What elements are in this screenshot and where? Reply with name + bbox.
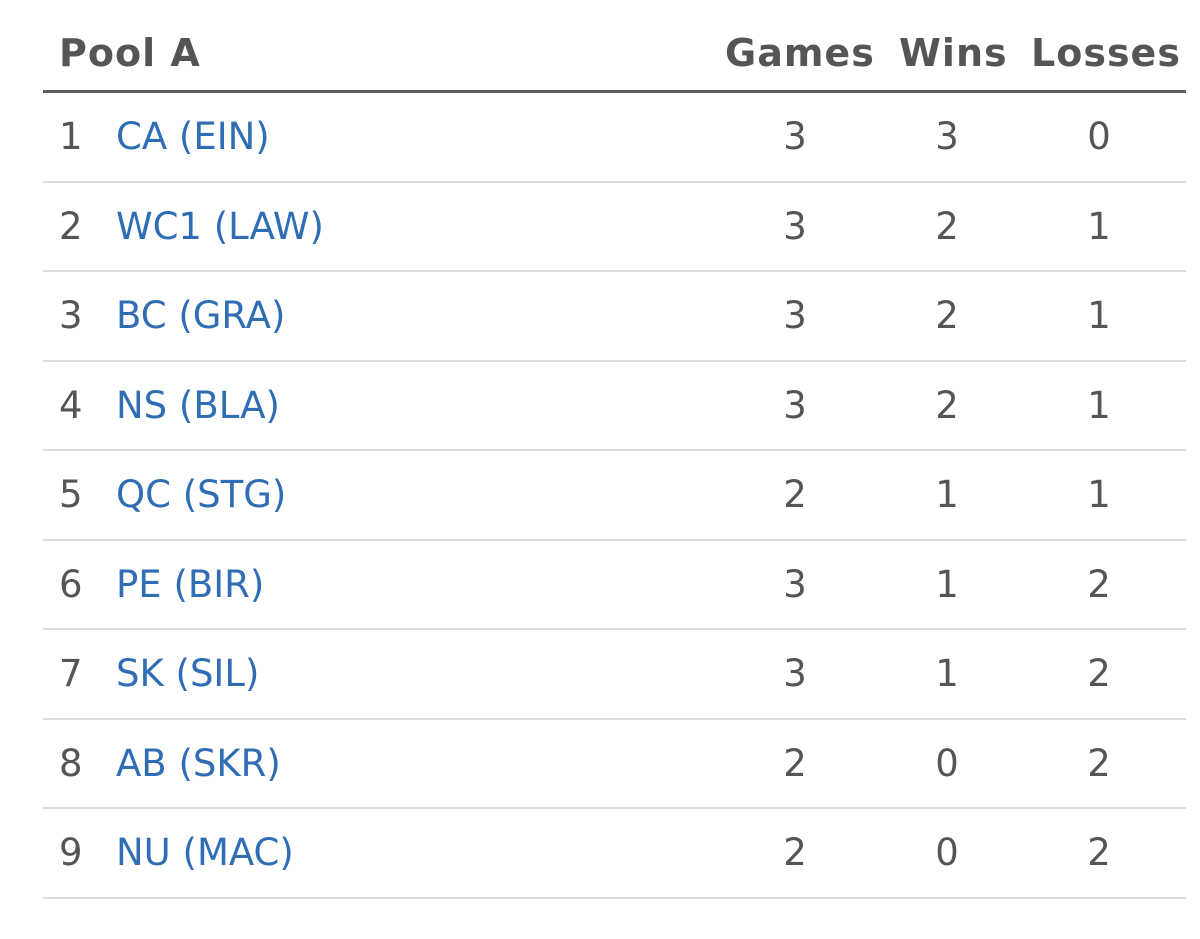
losses-cell: 2 [1087,741,1111,785]
team-link[interactable]: AB (SKR) [116,741,281,785]
wins-cell: 2 [935,204,959,248]
table-row: 5 QC (STG) 2 1 1 [43,451,1186,541]
rank-cell: 6 [59,562,83,606]
column-header-games: Games [725,31,875,75]
rank-cell: 3 [59,294,83,337]
losses-cell: 1 [1087,294,1111,337]
team-link[interactable]: CA (EIN) [116,115,270,158]
games-cell: 2 [783,741,807,785]
table-row: 1 CA (EIN) 3 3 0 [43,93,1186,183]
losses-cell: 1 [1087,383,1111,427]
wins-cell: 2 [935,294,959,337]
team-link[interactable]: PE (BIR) [116,562,265,606]
losses-cell: 1 [1087,204,1111,248]
losses-cell: 2 [1087,831,1111,874]
wins-cell: 1 [935,652,959,695]
rank-cell: 1 [59,115,83,158]
games-cell: 2 [783,831,807,874]
losses-cell: 2 [1087,562,1111,606]
table-row: 9 NU (MAC) 2 0 2 [43,809,1186,899]
games-cell: 3 [783,294,807,337]
table-row: 6 PE (BIR) 3 1 2 [43,541,1186,630]
losses-cell: 0 [1087,115,1111,158]
rank-cell: 9 [59,831,83,874]
losses-cell: 1 [1087,473,1111,516]
games-cell: 2 [783,473,807,516]
column-header-losses: Losses [1031,31,1181,75]
table-header: Pool A Games Wins Losses [43,0,1186,93]
wins-cell: 2 [935,383,959,427]
losses-cell: 2 [1087,652,1111,695]
rank-cell: 7 [59,652,83,695]
pool-title: Pool A [59,31,201,75]
table-row: 8 AB (SKR) 2 0 2 [43,720,1186,809]
team-link[interactable]: QC (STG) [116,473,287,516]
rank-cell: 2 [59,204,83,248]
team-link[interactable]: WC1 (LAW) [116,204,324,248]
wins-cell: 0 [935,831,959,874]
wins-cell: 1 [935,473,959,516]
table-row: 7 SK (SIL) 3 1 2 [43,630,1186,720]
team-link[interactable]: NU (MAC) [116,831,294,874]
games-cell: 3 [783,115,807,158]
table-row: 3 BC (GRA) 3 2 1 [43,272,1186,362]
games-cell: 3 [783,562,807,606]
rank-cell: 4 [59,383,83,427]
standings-table: Pool A Games Wins Losses 1 CA (EIN) 3 3 … [43,0,1186,899]
team-link[interactable]: SK (SIL) [116,652,260,695]
table-row: 2 WC1 (LAW) 3 2 1 [43,183,1186,272]
games-cell: 3 [783,383,807,427]
team-link[interactable]: NS (BLA) [116,383,280,427]
rank-cell: 5 [59,473,83,516]
table-row: 4 NS (BLA) 3 2 1 [43,362,1186,451]
games-cell: 3 [783,652,807,695]
team-link[interactable]: BC (GRA) [116,294,286,337]
wins-cell: 0 [935,741,959,785]
wins-cell: 1 [935,562,959,606]
games-cell: 3 [783,204,807,248]
column-header-wins: Wins [899,31,1008,75]
rank-cell: 8 [59,741,83,785]
wins-cell: 3 [935,115,959,158]
